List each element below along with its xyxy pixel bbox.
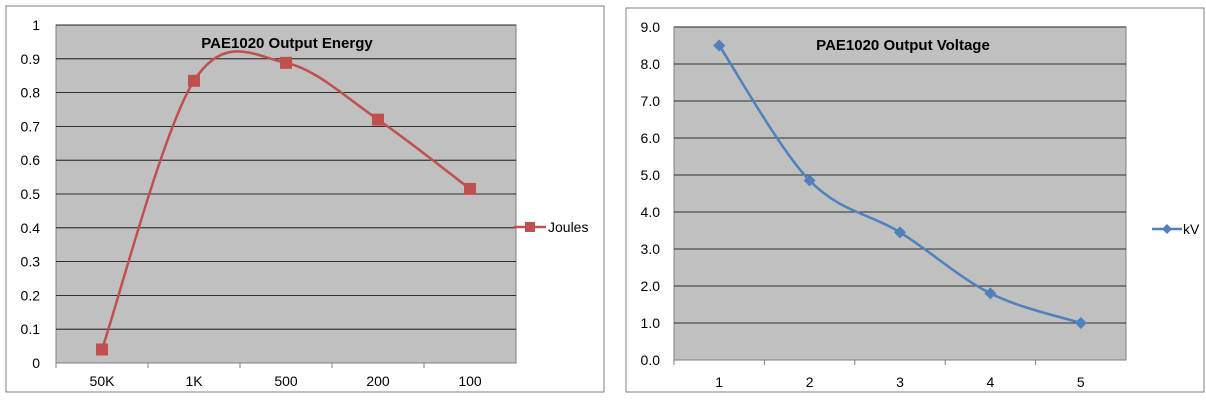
y-tick-label: 0.1 — [21, 321, 41, 337]
plot-area — [673, 26, 1127, 361]
x-tick-label-cat-5: 5 — [1077, 374, 1085, 390]
x-tick-label-cat-100: 100 — [458, 373, 482, 389]
y-tick-label: 7.0 — [641, 93, 661, 109]
voltage-chart-panel: 0.0 1.0 2.0 3.0 4.0 5.0 6.0 7.0 8.0 9.0 1 2 3 4 5 PAE10… — [624, 0, 1206, 403]
y-tick-label: 0.8 — [21, 85, 41, 101]
series-line — [100, 50, 471, 350]
y-tick-label: 0.7 — [21, 118, 41, 134]
data-point-cat-5 — [1074, 317, 1087, 329]
y-tick-label: 1 — [32, 17, 40, 33]
y-tick-label: 0.4 — [21, 220, 41, 236]
chart-title: PAE1020 Output Voltage — [816, 37, 990, 54]
data-point-cat-200 — [372, 113, 384, 126]
data-point-cat-50k — [96, 343, 108, 356]
legend-marker — [1162, 224, 1172, 234]
y-tick-label: 0.0 — [641, 352, 661, 368]
x-tick-label-cat-1: 1 — [715, 374, 723, 390]
energy-chart-panel: 0 0.1 0.2 0.3 0.4 0.5 0.6 0.7 0.8 0.9 1 50K 1K 500 200… — [5, 5, 605, 393]
x-tick-label-cat-3: 3 — [896, 374, 904, 390]
x-tick-label-cat-2: 2 — [806, 374, 814, 390]
data-point-cat-1k — [188, 74, 200, 87]
y-tick-label: 0.9 — [21, 51, 41, 67]
x-tick-label-cat-50k: 50K — [90, 373, 116, 389]
series-line — [718, 44, 1082, 325]
legend-marker — [525, 222, 535, 232]
data-point-cat-1 — [713, 39, 726, 52]
legend-label: Joules — [548, 219, 588, 235]
energy-chart: 0 0.1 0.2 0.3 0.4 0.5 0.6 0.7 0.8 0.9 1 50K 1K 500 200… — [5, 5, 605, 393]
data-point-cat-100 — [464, 182, 476, 195]
legend-label: kV — [1183, 221, 1200, 237]
data-point-cat-4 — [984, 287, 997, 300]
data-point-cat-500 — [280, 56, 292, 69]
x-tick-label-cat-4: 4 — [987, 374, 995, 390]
chart-title: PAE1020 Output Energy — [201, 35, 373, 52]
y-tick-label: 0.3 — [21, 254, 41, 270]
y-tick-label: 0.2 — [21, 287, 41, 303]
y-tick-label: 4.0 — [641, 204, 661, 220]
y-tick-label: 5.0 — [641, 167, 661, 183]
y-tick-label: 0 — [32, 355, 40, 371]
x-tick-label-cat-200: 200 — [366, 373, 390, 389]
y-tick-label: 1.0 — [641, 315, 661, 331]
y-tick-label: 9.0 — [641, 19, 661, 35]
data-point-cat-3 — [894, 226, 906, 239]
y-tick-label: 0.6 — [21, 152, 41, 168]
y-tick-label: 0.5 — [21, 186, 41, 202]
data-point-cat-2 — [803, 174, 816, 187]
x-tick-label-cat-1k: 1K — [185, 373, 203, 389]
y-tick-label: 8.0 — [641, 56, 661, 72]
y-tick-label: 2.0 — [641, 278, 661, 294]
x-tick-label-cat-500: 500 — [274, 373, 298, 389]
y-tick-label: 3.0 — [641, 241, 661, 257]
voltage-chart: 0.0 1.0 2.0 3.0 4.0 5.0 6.0 7.0 8.0 9.0 1 2 3 4 5 PAE10… — [625, 7, 1205, 393]
y-tick-label: 6.0 — [641, 130, 661, 146]
